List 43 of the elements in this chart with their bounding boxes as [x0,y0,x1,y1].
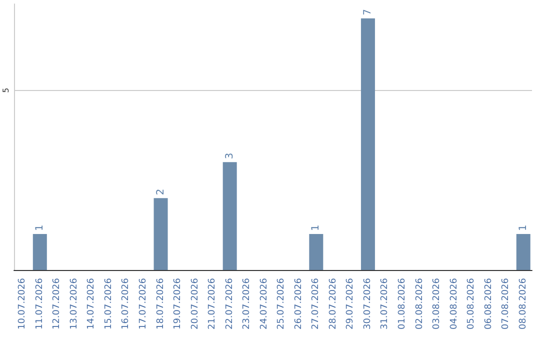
x-tick-label: 10.07.2026 [18,278,28,330]
bar [360,18,375,270]
x-tick-label: 25.07.2026 [276,278,287,330]
data-label: 1 [310,224,322,232]
x-tick-label: 30.07.2026 [362,278,373,330]
x-tick-label: 28.07.2026 [328,278,338,330]
data-label: 1 [34,224,46,232]
x-tick-label: 14.07.2026 [86,278,97,330]
x-tick-label: 02.08.2026 [414,278,425,330]
x-tick-label: 20.07.2026 [190,278,200,330]
x-tick-label: 08.08.2026 [518,278,528,330]
x-tick-label: 23.07.2026 [242,278,252,330]
x-tick-label: 18.07.2026 [156,278,166,330]
bar [222,162,237,270]
x-tick-label: 29.07.2026 [346,278,356,330]
x-tick-label: 12.07.2026 [52,278,62,330]
bar [516,234,530,270]
bar [32,234,47,270]
data-label: 7 [362,9,374,16]
x-tick-label: 26.07.2026 [294,278,304,330]
bar [309,234,324,270]
x-tick-label: 03.08.2026 [432,278,442,330]
x-tick-label: 06.08.2026 [484,278,494,330]
data-label: 2 [155,188,166,196]
x-tick-label: 04.08.2026 [449,278,460,330]
x-tick-label: 05.08.2026 [466,278,477,330]
data-label: 3 [224,152,236,160]
x-tick-label: 01.08.2026 [398,278,408,330]
x-tick-label: 31.07.2026 [380,278,390,330]
x-tick-label: 17.07.2026 [138,278,148,330]
x-tick-label: 19.07.2026 [173,278,184,330]
data-label: 1 [518,224,529,232]
x-tick-label: 15.07.2026 [104,278,114,330]
x-tick-label: 22.07.2026 [224,278,235,330]
x-tick-label: 24.07.2026 [259,278,270,330]
x-tick-label: 13.07.2026 [69,278,80,330]
x-tick-label: 07.08.2026 [501,278,512,330]
y-tick-label: 5 [2,88,10,93]
x-tick-label: 16.07.2026 [121,278,132,330]
x-tick-label: 11.07.2026 [34,278,45,330]
x-tick-label: 21.07.2026 [208,278,218,330]
x-tick-label: 27.07.2026 [311,278,322,330]
bar [154,198,168,270]
